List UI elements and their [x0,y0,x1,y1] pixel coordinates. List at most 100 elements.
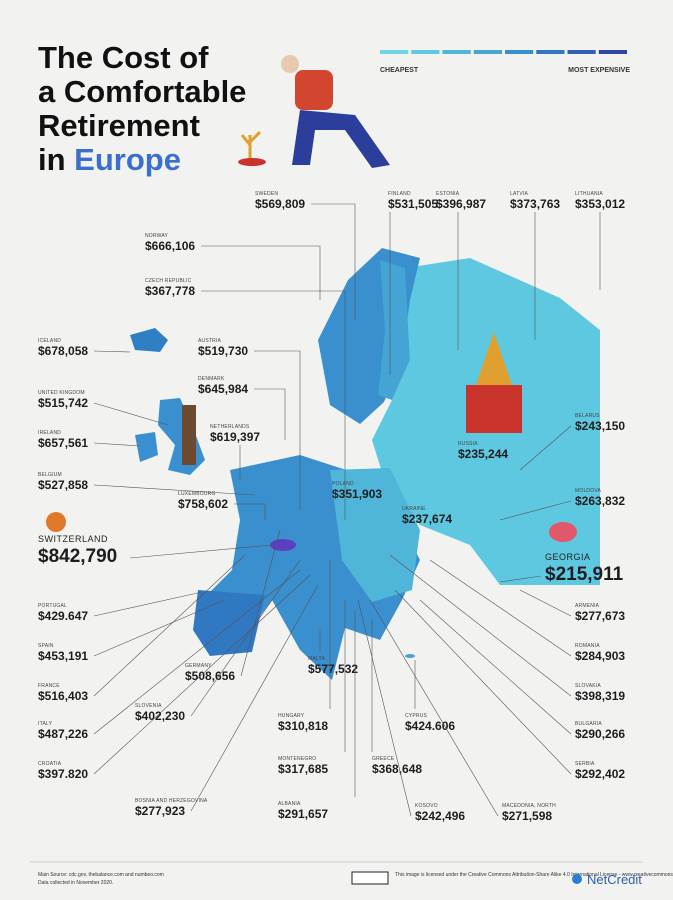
country-name: BULGARIA [575,721,602,727]
country-label: GEORGIA $215,911 [499,552,624,585]
footer-source: Main Source: cdc.gov, thebalance.com and… [38,872,164,878]
country-name: LUXEMBOURG [178,491,216,497]
country-label: HUNGARY$310,818 [278,560,331,733]
country-name: GEORGIA [545,552,591,562]
country-name: DENMARK [198,376,225,382]
money-bag-icon [46,512,66,532]
country-name: SWITZERLAND [38,534,108,544]
country-cost: $263,832 [575,494,625,508]
country-cost: $398,319 [575,689,625,703]
legend-swatch [442,50,471,54]
country-name: NORWAY [145,233,169,239]
leader-line [93,484,256,496]
country-name: SLOVENIA [135,703,162,709]
country-name: MOLDOVA [575,488,601,494]
country-label: LUXEMBOURG$758,602 [178,491,266,520]
country-name: MALTA [308,656,325,662]
leader-line [234,503,266,520]
legend-swatch [505,50,534,54]
country-label: UNITED KINGDOM$515,742 [38,390,169,426]
country-label: SLOVENIA$402,230 [135,559,301,723]
title-line: Retirement [38,108,200,143]
country-cost: $373,763 [510,197,560,211]
legend-high: MOST EXPENSIVE [568,67,630,74]
country-name: PORTUGAL [38,603,67,609]
title-line: The Cost of [38,40,209,75]
country-cost: $396,987 [436,197,486,211]
leader-line [240,529,281,677]
country-cost: $402,230 [135,709,185,723]
country-label: ARMENIA$277,673 [519,589,625,623]
country-label: FINLAND$531,505 [388,191,438,375]
country-name: BOSNIA AND HERZEGOVINA [135,798,208,804]
country-name: POLAND [332,481,354,487]
cyprus-shape [405,654,415,658]
country-cost: $242,496 [415,809,465,823]
legend-swatch [380,50,409,54]
country-label: BELARUS$243,150 [519,413,625,471]
country-cost: $367,778 [145,284,195,298]
leader-line [129,544,273,559]
country-name: CZECH REPUBLIC [145,278,192,284]
leader-line [311,203,356,320]
country-name: ROMANIA [575,643,600,649]
country-name: ALBANIA [278,801,301,807]
central-east [330,468,420,602]
leader-line [254,350,301,510]
finland [378,260,410,400]
country-name: SERBIA [575,761,595,767]
country-cost: $397.820 [38,767,88,781]
country-cost: $215,911 [545,564,624,585]
country-label: RUSSIA$235,244 [458,441,508,461]
country-cost: $678,058 [38,344,88,358]
country-cost: $351,903 [332,487,382,501]
country-cost: $758,602 [178,497,228,511]
leader-line [394,589,572,775]
country-name: NETHERLANDS [210,424,250,430]
country-cost: $310,818 [278,719,328,733]
legend-swatch [411,50,440,54]
leader-line [389,554,572,697]
legend-low: CHEAPEST [380,67,419,74]
leader-line [369,599,499,817]
leader-line [201,245,321,300]
country-cost: $519,730 [198,344,248,358]
country-cost: $569,809 [255,197,305,211]
country-cost: $645,984 [198,382,248,396]
country-label: MACEDONIA, NORTH$271,598 [369,599,556,823]
iceland [130,328,168,352]
country-label: GREECE$368,648 [371,620,422,776]
country-cost: $235,244 [458,447,508,461]
country-label: LITHUANIA$353,012 [575,191,625,290]
country-cost: $292,402 [575,767,625,781]
country-name: GERMANY [185,663,212,669]
country-name: GREECE [372,756,395,762]
country-label: SWITZERLAND $842,790 [38,534,273,567]
country-cost: $291,657 [278,807,328,821]
country-cost: $516,403 [38,689,88,703]
cc-badge [351,871,389,885]
country-label: SLOVAKIA$398,319 [389,554,625,703]
country-cost: $277,923 [135,804,185,818]
country-cost: $243,150 [575,419,625,433]
leader-line [93,350,131,353]
kremlin-spire [476,332,512,385]
country-label: SWEDEN$569,809 [255,191,356,320]
country-label: MONTENEGRO$317,685 [278,600,346,776]
country-cost: $515,742 [38,396,88,410]
leader-line [499,500,572,521]
country-label: POLAND$351,903 [332,481,382,501]
country-cost: $429.647 [38,609,88,623]
country-name: IRELAND [38,430,61,436]
country-label: CROATIA$397.820 [38,574,311,781]
country-name: CYPRUS [405,713,428,719]
person-illustration [238,55,390,168]
country-name: SWEDEN [255,191,278,197]
big-ben-icon [182,405,196,465]
country-cost: $842,790 [38,546,117,567]
title-in: in [38,142,74,177]
country-name: MACEDONIA, NORTH [502,803,556,809]
country-cost: $277,673 [575,609,625,623]
country-label: PORTUGAL$429.647 [38,591,203,623]
country-label: ITALY$487,226 [38,569,301,741]
